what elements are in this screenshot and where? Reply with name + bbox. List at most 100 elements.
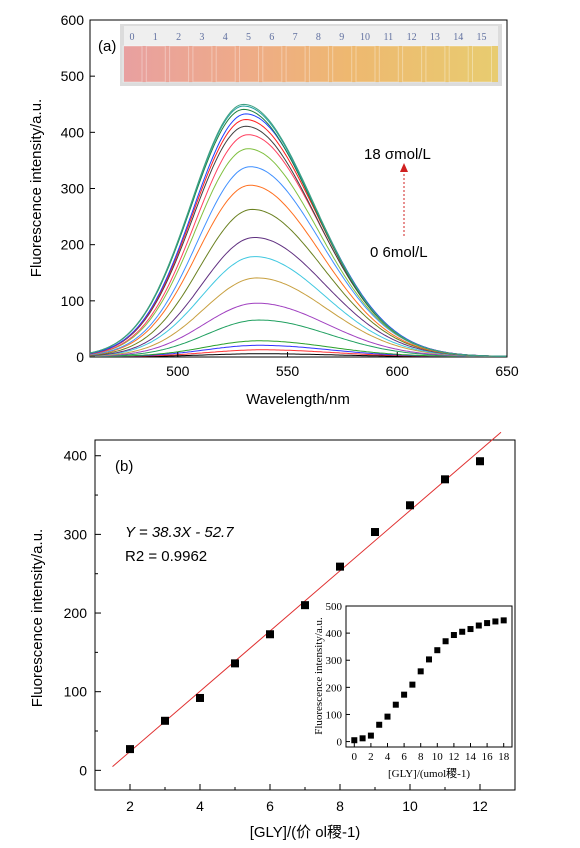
panel-b-y-tick-label: 300	[64, 526, 88, 542]
calibration-point	[231, 659, 239, 668]
calibration-point	[196, 693, 204, 702]
panel-b-x-tick-label: 10	[402, 798, 418, 814]
cuvette-label: 15	[477, 32, 487, 43]
inset-point	[351, 737, 358, 744]
annotation-low-conc: 0 6mol/L	[370, 244, 428, 261]
panel-a-y-tick-label: 200	[61, 237, 85, 253]
cuvette	[402, 45, 423, 83]
spectrum-curve	[89, 302, 508, 357]
calibration-point	[301, 601, 309, 610]
panel-b-x-tick-label: 4	[196, 798, 204, 814]
inset-points	[351, 617, 507, 744]
cuvette	[285, 45, 306, 83]
calibration-point	[336, 562, 344, 571]
cuvette-label: 14	[453, 32, 463, 43]
inset-point	[409, 681, 416, 688]
cuvette-labels: 0 1 2 3 4 5 6 7 8 9 10 11 12 13 14 15	[122, 32, 492, 83]
panel-b-x-tick-label: 12	[472, 798, 488, 814]
panel-a-x-tick-label: 600	[386, 363, 410, 379]
cuvette-label: 10	[360, 32, 370, 43]
inset-x-tick-label: 8	[418, 751, 424, 763]
cuvette-photo: 0 1 2 3 4 5 6 7 8 9 10 11 12 13 14 15	[120, 24, 502, 86]
cuvette	[378, 45, 399, 83]
cuvette-label: 12	[407, 32, 417, 43]
calibration-point	[126, 745, 134, 754]
panel-a-x-tick-label: 500	[166, 363, 190, 379]
panel-b-points	[126, 457, 484, 754]
inset-point	[401, 691, 408, 698]
annotation-high-conc: 18 σmol/L	[364, 146, 431, 163]
inset-x-tick-label: 16	[482, 751, 494, 763]
spectrum-curve	[89, 256, 507, 357]
panel-b-x-axis-label: [GLY]/(价 ol稷-1)	[250, 824, 361, 841]
cuvette-label: 9	[339, 32, 344, 43]
inset-plot-frame	[345, 605, 513, 748]
inset-point	[426, 656, 432, 663]
spectrum-curve	[90, 319, 507, 357]
panel-a-y-tick-label: 100	[61, 293, 85, 309]
inset-y-tick-label: 100	[326, 709, 343, 721]
cuvette	[262, 45, 283, 83]
cuvette-label: 0	[130, 32, 135, 43]
cuvette-label: 8	[316, 32, 321, 43]
inset-y-tick-label: 0	[337, 737, 343, 749]
inset-point	[467, 626, 474, 633]
cuvette-label: 1	[153, 32, 158, 43]
cuvette	[332, 45, 353, 83]
inset-y-tick-label: 500	[326, 601, 343, 613]
panel-a-y-tick-label: 0	[76, 349, 84, 365]
spectrum-curve	[89, 108, 507, 357]
cuvette-label: 7	[293, 32, 298, 43]
cuvette-label: 2	[176, 32, 181, 43]
inset-background	[346, 606, 512, 747]
panel-b-y-tick-label: 200	[64, 605, 88, 621]
inset-x-tick-label: 2	[368, 751, 374, 763]
inset-point	[434, 647, 441, 654]
cuvette-row-top	[124, 26, 498, 46]
cuvette-label: 3	[199, 32, 204, 43]
inset-x-tick-label: 12	[448, 751, 459, 763]
inset-y-axis-label: Fluorescence intensity/a.u.	[313, 617, 325, 735]
cuvette	[169, 45, 190, 83]
inset-x-tick-label: 18	[498, 751, 510, 763]
inset-point	[500, 617, 507, 624]
inset-x-axis-label: [GLY]/(umol稷-1)	[388, 767, 470, 780]
cuvette	[122, 45, 143, 83]
cuvette	[448, 45, 469, 83]
panel-a-x-axis-label: Wavelength/nm	[246, 391, 350, 408]
inset-point	[367, 732, 374, 739]
cuvette	[239, 45, 259, 83]
inset-y-tick-label: 300	[326, 655, 343, 667]
panel-b-y-axis-label: Fluorescence intensity/a.u.	[29, 529, 46, 707]
spectrum-curve	[89, 237, 508, 357]
r-squared: R2 = 0.9962	[125, 548, 207, 565]
cuvette	[308, 45, 329, 83]
panel-a-y-tick-label: 400	[61, 124, 85, 140]
panel-a-y-tick-label: 600	[61, 12, 85, 28]
inset-point	[475, 622, 482, 629]
calibration-point	[371, 528, 379, 537]
panel-b-y-tick-label: 0	[79, 762, 87, 778]
inset-x-tick-label: 10	[432, 751, 444, 763]
spectrum-curve	[89, 208, 507, 357]
spectrum-curve	[89, 105, 507, 357]
panel-b-y-tick-label: 400	[64, 448, 88, 464]
cuvette	[425, 45, 446, 83]
cuvette	[192, 45, 213, 83]
cuvette-row	[124, 46, 498, 82]
inset-point	[376, 721, 383, 728]
concentration-arrowhead	[400, 163, 408, 172]
cuvette	[215, 45, 236, 83]
inset-y-tick-label: 400	[326, 628, 343, 640]
panel-b-y-tick-label: 100	[64, 684, 88, 700]
fit-equation-text: Y = 38.3X - 52.7	[125, 524, 234, 541]
inset-y-tick-label: 200	[326, 682, 343, 694]
spectrum-curve	[89, 103, 507, 357]
cuvette-label: 5	[246, 32, 251, 43]
calibration-point	[266, 630, 274, 639]
cuvette-label: 6	[269, 32, 274, 43]
panel-b-x-tick-label: 6	[266, 798, 274, 814]
